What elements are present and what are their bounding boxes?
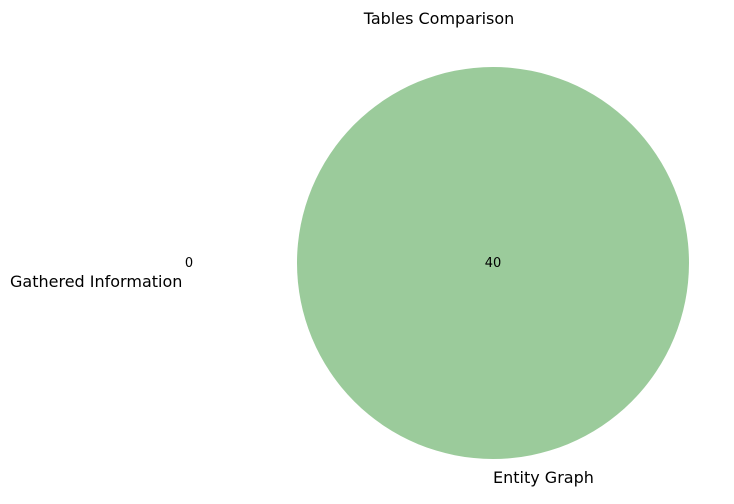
set-circle-entity-graph xyxy=(297,67,689,459)
set-count-entity-graph: 40 xyxy=(485,256,502,271)
set-label-gathered-information: Gathered Information xyxy=(10,272,182,291)
set-count-gathered-information: 0 xyxy=(185,256,193,271)
chart-title: Tables Comparison xyxy=(363,9,515,28)
set-label-entity-graph: Entity Graph xyxy=(493,468,594,487)
